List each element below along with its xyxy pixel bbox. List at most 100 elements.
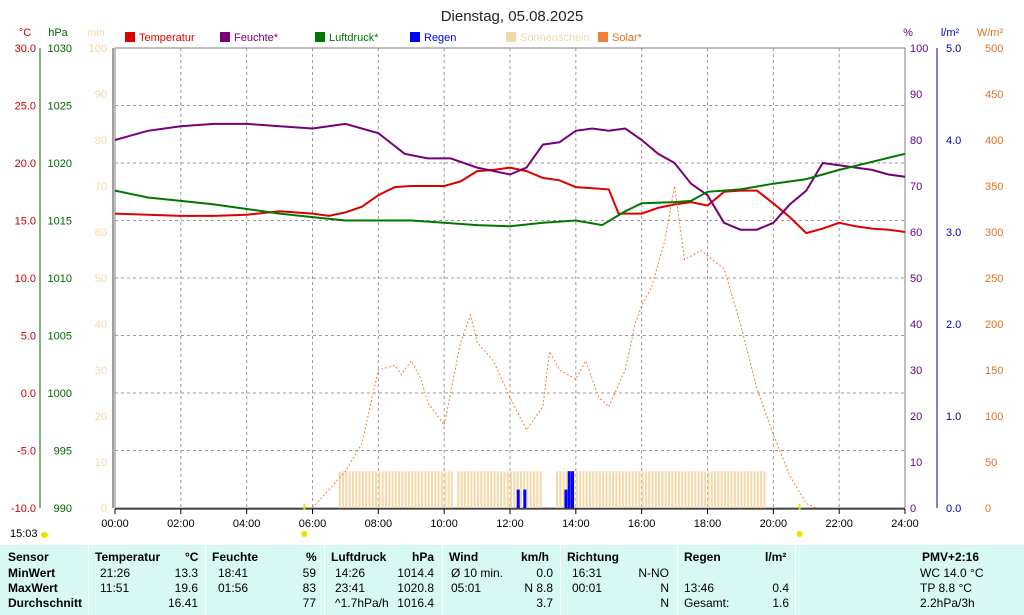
axes: 30.025.020.015.010.05.00.0-5.0-10.0°C103… bbox=[11, 27, 1003, 537]
sunshine-bar bbox=[737, 471, 740, 508]
sunshine-bar bbox=[585, 471, 588, 508]
sunshine-bar bbox=[447, 471, 450, 508]
sunshine-bar bbox=[756, 471, 759, 508]
tick-label-hum: 30 bbox=[910, 365, 922, 377]
stats-p-time: ^1.7hPa/h bbox=[335, 596, 389, 610]
tick-label-hum: 50 bbox=[910, 273, 922, 285]
sunshine-bar bbox=[648, 471, 651, 508]
sunshine-bar bbox=[427, 471, 430, 508]
sunshine-bar bbox=[467, 471, 470, 508]
sunshine-bar bbox=[431, 471, 433, 508]
sunshine-bar bbox=[760, 471, 763, 508]
stats-d-val: N-NO bbox=[638, 566, 669, 580]
sunshine-bar bbox=[375, 471, 378, 508]
sunshine-bar bbox=[440, 471, 443, 508]
stats-r-val: 1.6 bbox=[772, 596, 789, 610]
sunshine-bar bbox=[437, 471, 440, 508]
sunshine-bar bbox=[562, 471, 565, 508]
sunshine-bar bbox=[641, 471, 644, 508]
header-pressure: Luftdruck bbox=[331, 550, 387, 564]
tick-label-press: 990 bbox=[54, 503, 72, 515]
tick-label-solar: 150 bbox=[985, 365, 1003, 377]
sunshine-bar bbox=[740, 471, 743, 508]
sunshine-bar bbox=[704, 471, 707, 508]
legend-swatch bbox=[410, 32, 420, 42]
rain-bar bbox=[567, 471, 571, 508]
sunshine-bar bbox=[358, 471, 361, 508]
x-tick-label: 18:00 bbox=[694, 518, 722, 530]
sunshine-bar bbox=[589, 471, 591, 508]
sunshine-bar bbox=[417, 471, 420, 508]
tick-label-hum: 70 bbox=[910, 181, 922, 193]
header-temperature: Temperatur bbox=[95, 550, 161, 564]
x-tick-label: 22:00 bbox=[825, 518, 853, 530]
x-tick-label: 20:00 bbox=[760, 518, 788, 530]
stats-h-time: 01:56 bbox=[218, 581, 249, 595]
stats-h-time: 18:41 bbox=[218, 566, 249, 580]
stats-r-time: Gesamt: bbox=[684, 596, 730, 610]
sunshine-bar bbox=[615, 471, 618, 508]
tick-label-sun: 0 bbox=[101, 503, 107, 515]
stats-label: Durchschnitt bbox=[8, 596, 83, 610]
sunshine-bar bbox=[434, 471, 437, 508]
sunshine-bar bbox=[506, 471, 509, 508]
sunshine-bar bbox=[743, 471, 746, 508]
rain-bar bbox=[564, 489, 568, 508]
stats-p-time: 23:41 bbox=[335, 581, 366, 595]
sunshine-bar bbox=[559, 471, 562, 508]
legend-label: Sonnenschein bbox=[520, 32, 590, 44]
sunshine-bar bbox=[533, 471, 536, 508]
series-luftdruck bbox=[114, 152, 906, 228]
sunshine-bar bbox=[404, 471, 407, 508]
sunshine-bar bbox=[398, 471, 401, 508]
sunshine-bar bbox=[730, 471, 733, 508]
sunshine-bar bbox=[539, 471, 542, 508]
stats-w-val: 3.7 bbox=[536, 596, 553, 610]
tick-label-solar: 50 bbox=[985, 457, 997, 469]
tick-label-solar: 0 bbox=[985, 503, 991, 515]
sunshine-bar bbox=[384, 471, 387, 508]
sunshine-bar bbox=[677, 471, 680, 508]
axis-unit-hum: % bbox=[903, 27, 913, 39]
stats-d-val: N bbox=[660, 596, 669, 610]
weather-chart: Dienstag, 05.08.2025 30.0 25.0 20.0 15.0 10.… bbox=[11, 8, 1003, 537]
header-wind-unit: km/h bbox=[521, 550, 550, 564]
legend-label: Luftdruck* bbox=[329, 32, 379, 44]
stats-h-val: 77 bbox=[302, 596, 316, 610]
tick-label-sun: 40 bbox=[95, 319, 107, 331]
sunshine-bar bbox=[493, 471, 496, 508]
sunshine-bar bbox=[342, 471, 345, 508]
x-tick-label: 24:00 bbox=[891, 518, 919, 530]
sunshine-bar bbox=[352, 471, 354, 508]
sunshine-bar bbox=[345, 471, 348, 508]
sunshine-bar bbox=[411, 471, 414, 508]
axis-unit-rain: l/m² bbox=[941, 27, 960, 39]
tick-label-sun: 50 bbox=[95, 273, 107, 285]
header-humidity: Feuchte bbox=[212, 550, 259, 564]
tick-label-press: 1030 bbox=[48, 43, 72, 55]
sunshine-bar bbox=[388, 471, 391, 508]
sunshine-bar bbox=[355, 471, 358, 508]
sunshine-bar bbox=[618, 471, 621, 508]
stats-r-val: 0.4 bbox=[772, 581, 789, 595]
series-layer bbox=[114, 122, 906, 509]
sunshine-bar bbox=[668, 471, 670, 508]
sunshine-bar bbox=[490, 471, 493, 508]
sunshine-bar bbox=[338, 471, 341, 508]
sunshine-bar bbox=[654, 471, 657, 508]
tick-label-temp: -5.0 bbox=[17, 446, 36, 458]
legend-label: Temperatur bbox=[139, 32, 195, 44]
tick-label-press: 1020 bbox=[48, 158, 72, 170]
grid-lines bbox=[114, 47, 906, 509]
sunshine-bar bbox=[651, 471, 654, 508]
tick-label-hum: 20 bbox=[910, 411, 922, 423]
tick-label-rain: 3.0 bbox=[946, 227, 961, 239]
sunshine-bar bbox=[457, 471, 460, 508]
x-tick-label: 10:00 bbox=[430, 518, 458, 530]
tick-label-temp: 20.0 bbox=[15, 158, 36, 170]
sunshine-bar bbox=[480, 471, 483, 508]
stats-p-val: 1016.4 bbox=[397, 596, 434, 610]
stats-w-time: 05:01 bbox=[451, 581, 482, 595]
series-feuchte bbox=[114, 122, 906, 231]
sunshine-bar bbox=[371, 471, 374, 508]
